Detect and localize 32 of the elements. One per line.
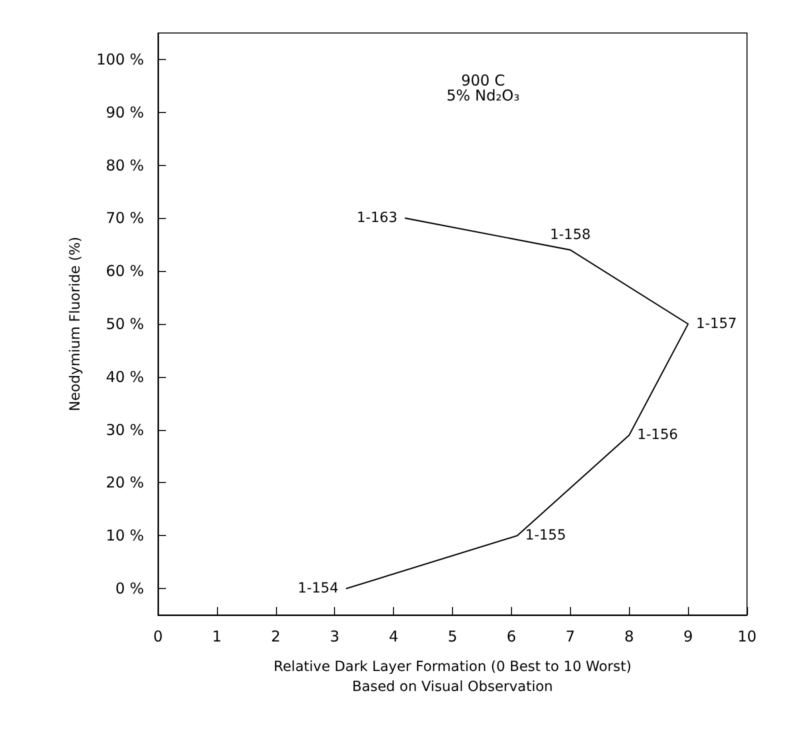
y-tick-label: 60 % bbox=[106, 262, 144, 280]
x-tick-label: 2 bbox=[271, 628, 281, 646]
y-tick-label: 30 % bbox=[106, 420, 144, 439]
annotation: 1-163 bbox=[356, 210, 398, 226]
text: 5% Nd₂O₃ bbox=[446, 86, 520, 104]
x-tick-label: 1 bbox=[212, 628, 222, 646]
annotation: 1-156 bbox=[637, 427, 678, 444]
x-tick-label: 9 bbox=[683, 628, 693, 646]
y-tick-label: 70 % bbox=[106, 209, 144, 228]
annotation: 1-155 bbox=[525, 528, 566, 544]
y-tick-label: 20 % bbox=[106, 474, 144, 492]
x-tick-label: 7 bbox=[566, 628, 576, 646]
y-tick-label: 50 % bbox=[106, 315, 144, 333]
y-tick-label: 100 % bbox=[96, 50, 144, 68]
x-tick-label: 6 bbox=[506, 628, 516, 646]
y-axis-title: Neodymium Fluoride (%) bbox=[67, 236, 84, 412]
x-tick-label: 8 bbox=[624, 628, 634, 646]
annotation: 1-154 bbox=[298, 580, 339, 597]
y-tick-label: 90 % bbox=[106, 103, 144, 122]
y-tick-label: 10 % bbox=[106, 526, 144, 545]
y-tick-label: 80 % bbox=[106, 156, 144, 174]
annotation: 1-157 bbox=[696, 316, 737, 332]
x-tick-label: 10 bbox=[737, 628, 757, 646]
y-tick-label: 0 % bbox=[115, 580, 144, 598]
text: 900 C bbox=[461, 72, 505, 90]
x-tick-label: 3 bbox=[330, 628, 340, 646]
x-tick-label: 4 bbox=[388, 628, 398, 646]
y-tick-label: 40 % bbox=[106, 368, 144, 386]
x-tick-label: 5 bbox=[448, 628, 458, 646]
x-axis-title: Relative Dark Layer Formation (0 Best to 10 Worst) Based on Visual Observation bbox=[274, 659, 632, 695]
x-tick-label: 0 bbox=[153, 628, 163, 646]
annotation: 1-158 bbox=[550, 226, 591, 243]
